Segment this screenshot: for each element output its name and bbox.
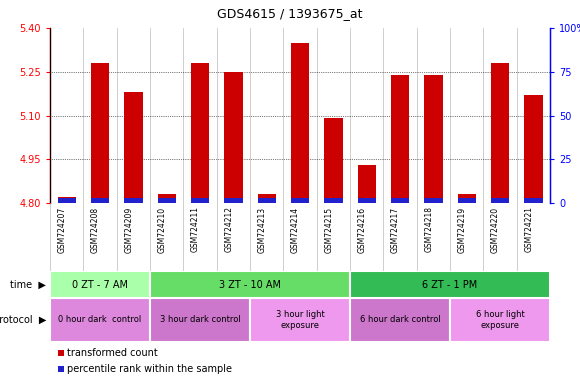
Bar [291, 43, 309, 203]
Bar [524, 95, 542, 203]
Bar [391, 198, 409, 203]
Bar [224, 198, 242, 203]
Bar [324, 118, 343, 203]
Bar [424, 198, 443, 203]
Bar [124, 198, 143, 203]
Bar [224, 72, 242, 203]
Text: GSM724214: GSM724214 [291, 207, 300, 253]
Bar [357, 165, 376, 203]
Bar [57, 198, 76, 203]
Bar [324, 198, 343, 203]
Text: 3 hour dark control: 3 hour dark control [160, 316, 240, 324]
Text: GSM724220: GSM724220 [491, 207, 500, 253]
Text: 0 hour dark  control: 0 hour dark control [59, 316, 142, 324]
Bar [424, 74, 443, 203]
Bar [458, 198, 476, 203]
Bar [57, 197, 76, 203]
Bar [458, 194, 476, 203]
Text: 6 hour light
exposure: 6 hour light exposure [476, 310, 524, 330]
Text: percentile rank within the sample: percentile rank within the sample [67, 364, 232, 374]
Bar [91, 198, 109, 203]
Text: GDS4615 / 1393675_at: GDS4615 / 1393675_at [218, 8, 362, 20]
Bar [150, 298, 250, 342]
Text: GSM724213: GSM724213 [258, 207, 267, 253]
Bar [450, 298, 550, 342]
Text: 0 ZT - 7 AM: 0 ZT - 7 AM [72, 280, 128, 290]
Bar [357, 198, 376, 203]
Bar [491, 198, 509, 203]
Bar [58, 366, 64, 372]
Bar [350, 298, 450, 342]
Bar [191, 63, 209, 203]
Text: GSM724212: GSM724212 [224, 207, 233, 252]
Text: GSM724218: GSM724218 [425, 207, 433, 252]
Text: 3 hour light
exposure: 3 hour light exposure [276, 310, 324, 330]
Text: GSM724211: GSM724211 [191, 207, 200, 252]
Text: GSM724216: GSM724216 [358, 207, 367, 253]
Text: GSM724215: GSM724215 [324, 207, 334, 253]
Text: time  ▶: time ▶ [10, 280, 46, 290]
Text: 6 ZT - 1 PM: 6 ZT - 1 PM [422, 280, 477, 290]
Text: GSM724210: GSM724210 [158, 207, 166, 253]
Text: 6 hour dark control: 6 hour dark control [360, 316, 440, 324]
Bar [258, 194, 276, 203]
Text: GSM724208: GSM724208 [91, 207, 100, 253]
Bar [50, 271, 150, 298]
Bar [191, 198, 209, 203]
Text: GSM724217: GSM724217 [391, 207, 400, 253]
Bar [158, 194, 176, 203]
Bar [50, 298, 150, 342]
Text: protocol  ▶: protocol ▶ [0, 315, 46, 325]
Bar [291, 198, 309, 203]
Bar [158, 198, 176, 203]
Bar [91, 63, 109, 203]
Bar [250, 298, 350, 342]
Text: GSM724219: GSM724219 [458, 207, 467, 253]
Bar [491, 63, 509, 203]
Bar [124, 92, 143, 203]
Bar [350, 271, 550, 298]
Bar [391, 74, 409, 203]
Bar [150, 271, 350, 298]
Text: GSM724221: GSM724221 [524, 207, 534, 252]
Bar [524, 198, 542, 203]
Bar [58, 350, 64, 356]
Text: GSM724207: GSM724207 [57, 207, 67, 253]
Text: transformed count: transformed count [67, 348, 158, 358]
Bar [258, 198, 276, 203]
Text: 3 ZT - 10 AM: 3 ZT - 10 AM [219, 280, 281, 290]
Text: GSM724209: GSM724209 [124, 207, 133, 253]
